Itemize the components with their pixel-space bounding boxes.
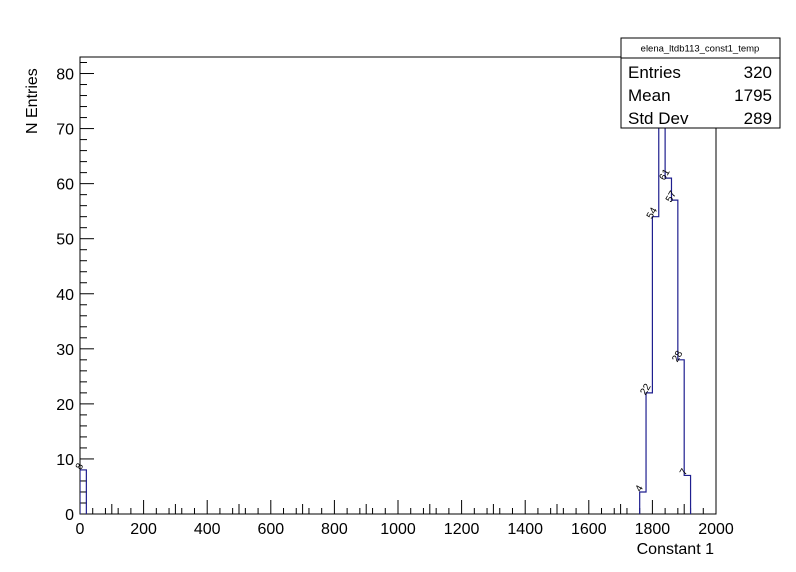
bin-value-label: 54 xyxy=(645,205,660,221)
stats-value-mean: 1795 xyxy=(734,86,772,105)
histogram-series xyxy=(80,57,692,514)
bin-value-label: 28 xyxy=(670,349,685,365)
y-tick-label: 20 xyxy=(56,397,74,414)
y-axis-title: N Entries xyxy=(24,68,41,134)
y-tick-label: 50 xyxy=(56,232,74,249)
x-tick-label: 1800 xyxy=(635,521,671,538)
x-tick-label: 400 xyxy=(194,521,221,538)
stats-label-mean: Mean xyxy=(628,86,671,105)
stats-label-entries: Entries xyxy=(628,63,681,82)
y-tick-label: 60 xyxy=(56,177,74,194)
stats-label-stddev: Std Dev xyxy=(628,109,689,128)
x-tick-label: 2000 xyxy=(698,521,734,538)
axis-ticks: 0 200 400 600 800 1000 1200 1400 1600 1800 2000 0 10… xyxy=(56,62,734,538)
y-tick-label: 70 xyxy=(56,122,74,139)
y-tick-label: 30 xyxy=(56,342,74,359)
x-tick-label: 800 xyxy=(321,521,348,538)
x-tick-label: 1200 xyxy=(444,521,480,538)
stats-value-stddev: 289 xyxy=(744,109,772,128)
x-tick-label: 600 xyxy=(257,521,284,538)
histogram-outline xyxy=(80,57,692,514)
x-tick-label: 1000 xyxy=(380,521,416,538)
bin-value-label: 61 xyxy=(658,167,673,183)
bin-value-label: 22 xyxy=(639,382,654,398)
x-tick-label: 1600 xyxy=(571,521,607,538)
bin-value-label: 7 xyxy=(678,467,691,478)
stats-value-entries: 320 xyxy=(744,63,772,82)
y-tick-label: 40 xyxy=(56,287,74,304)
bin-labels: 8 4 22 54 61 57 28 7 xyxy=(74,167,691,494)
x-tick-label: 200 xyxy=(130,521,157,538)
stats-title: elena_ltdb113_const1_temp xyxy=(641,44,760,55)
bin-value-label: 8 xyxy=(74,461,87,472)
bin-value-label: 4 xyxy=(634,483,647,494)
x-tick-label: 1400 xyxy=(507,521,543,538)
y-tick-label: 10 xyxy=(56,452,74,469)
y-tick-label: 80 xyxy=(56,67,74,84)
x-tick-label: 0 xyxy=(76,521,85,538)
y-tick-label: 0 xyxy=(65,507,74,524)
stats-box: elena_ltdb113_const1_temp Entries 320 Me… xyxy=(620,37,781,129)
x-axis-title: Constant 1 xyxy=(637,541,714,558)
bin-value-label: 57 xyxy=(664,189,679,205)
